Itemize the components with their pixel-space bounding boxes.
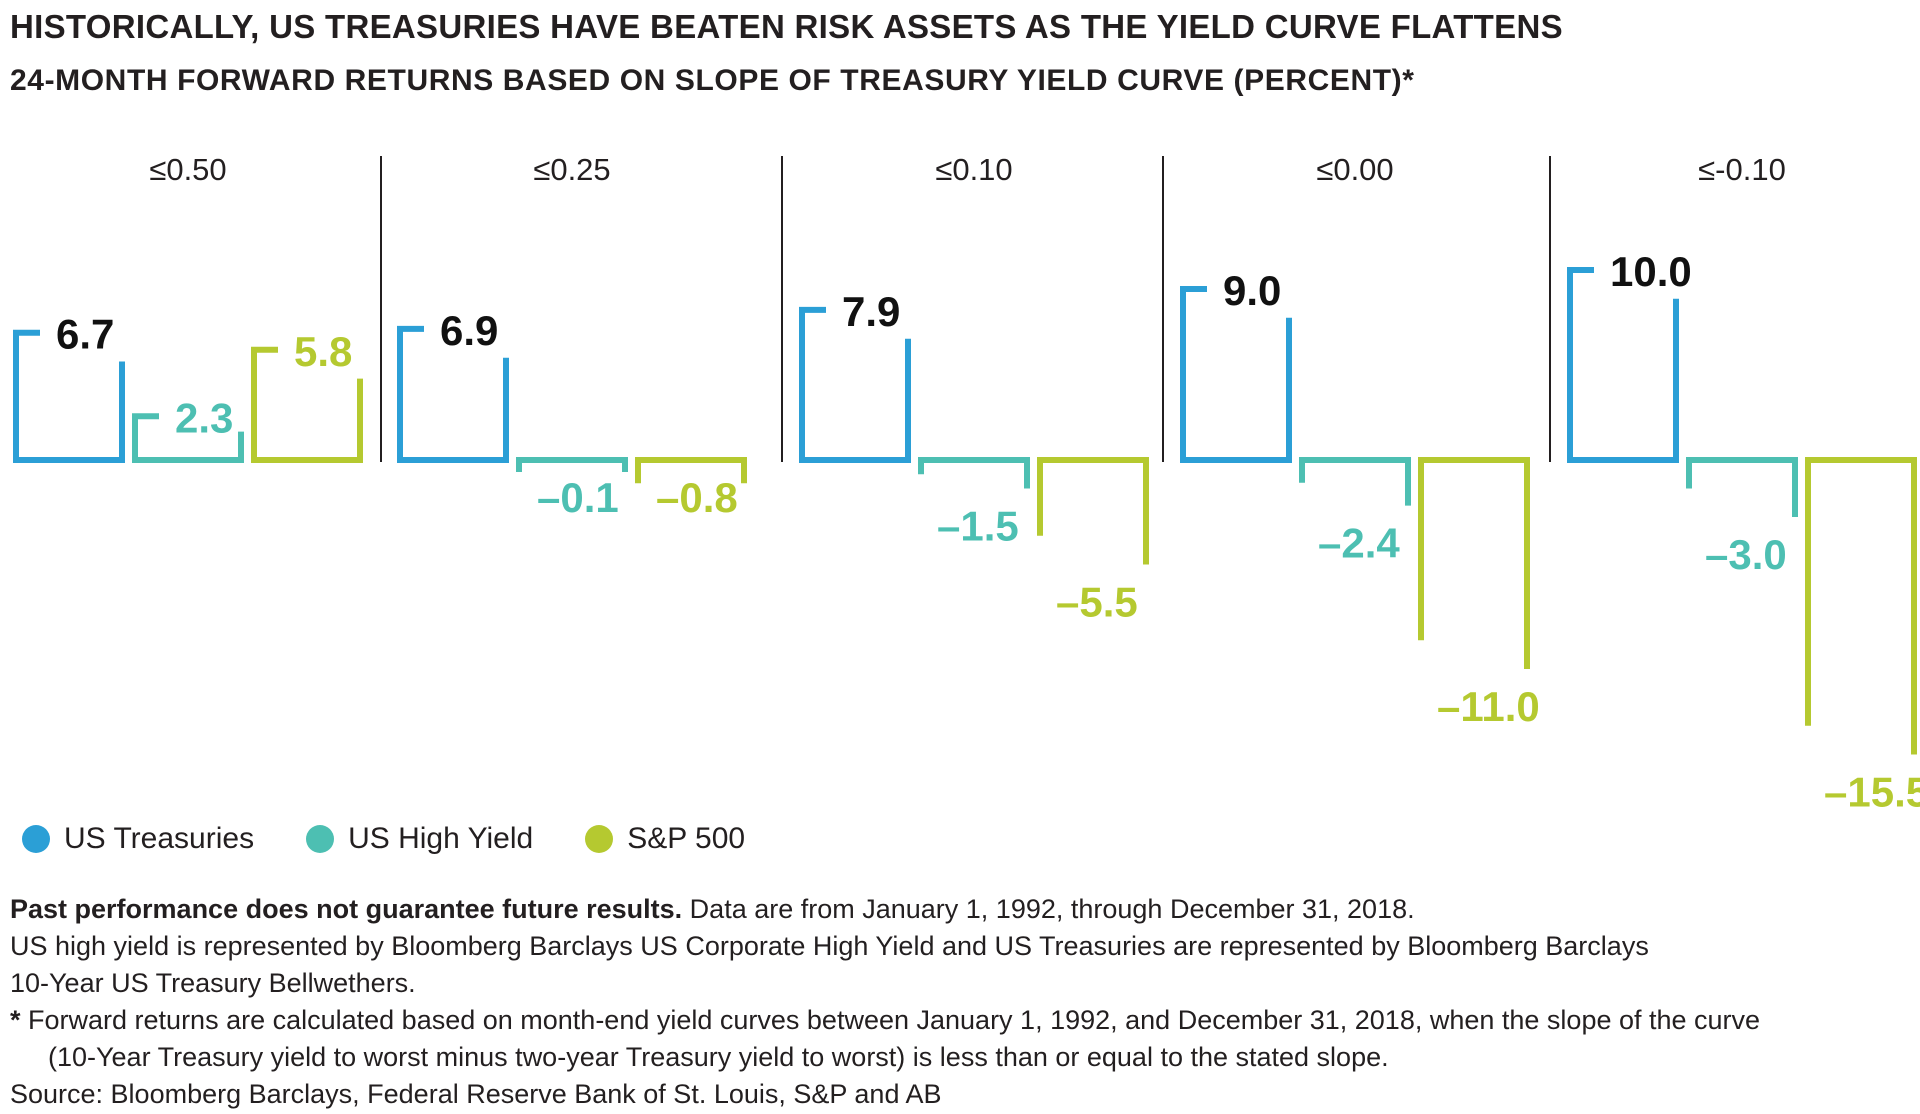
bar-us-treasuries <box>13 329 125 463</box>
data-label: 9.0 <box>1223 267 1281 314</box>
bar-us-treasuries <box>799 306 911 463</box>
bar-us-treasuries <box>1180 286 1292 463</box>
source-line: Source: Bloomberg Barclays, Federal Rese… <box>10 1079 942 1109</box>
disclaimer-rest: Data are from January 1, 1992, through D… <box>682 894 1415 924</box>
legend-item-sp500: S&P 500 <box>585 822 745 856</box>
legend-swatch-us-high-yield <box>306 825 335 853</box>
data-label: 6.7 <box>56 311 114 358</box>
data-label: –2.4 <box>1318 520 1400 567</box>
benchmark-note-line-2: 10-Year US Treasury Bellwethers. <box>10 968 416 998</box>
data-label: 6.9 <box>440 307 498 354</box>
bar-s-p-500 <box>1805 457 1917 755</box>
category-label: ≤0.25 <box>533 152 610 187</box>
category-label: ≤0.50 <box>149 152 226 187</box>
disclaimer-line: Past performance does not guarantee futu… <box>10 891 1910 928</box>
data-label: –15.5 <box>1824 769 1920 816</box>
bar-us-high-yield <box>1686 457 1798 517</box>
data-label: 5.8 <box>294 328 352 375</box>
bar-us-high-yield <box>918 457 1030 489</box>
legend-label-sp500: S&P 500 <box>627 822 746 855</box>
data-label: –11.0 <box>1437 683 1540 730</box>
bar-chart: ≤0.50 6.7 2.3 5.8 ≤0.25 6.9 –0.1 –0.8 ≤0.10 7.9 –1… <box>13 152 1920 816</box>
data-label: 10.0 <box>1610 248 1692 295</box>
category-label: ≤0.00 <box>1316 152 1393 187</box>
bar-s-p-500 <box>1037 457 1149 565</box>
data-label: 7.9 <box>842 288 900 335</box>
data-label: 2.3 <box>175 394 233 441</box>
bar-us-high-yield <box>1299 457 1411 506</box>
chart-subtitle: 24-MONTH FORWARD RETURNS BASED ON SLOPE … <box>10 64 1415 97</box>
bar-s-p-500 <box>1418 457 1530 669</box>
bar-us-treasuries <box>1567 267 1679 463</box>
legend-swatch-us-treasuries <box>22 825 50 853</box>
footnote-line-1: * Forward returns are calculated based o… <box>10 1002 1910 1039</box>
legend-item-us-high-yield: US High Yield <box>306 822 533 856</box>
data-label: –0.8 <box>656 474 738 521</box>
bar-us-high-yield <box>516 457 628 472</box>
bar-s-p-500 <box>251 346 363 463</box>
bar-us-high-yield <box>132 413 244 463</box>
chart-title: HISTORICALLY, US TREASURIES HAVE BEATEN … <box>10 8 1563 45</box>
bar-s-p-500 <box>635 457 747 484</box>
legend: US Treasuries US High Yield S&P 500 <box>22 822 797 856</box>
legend-label-us-treasuries: US Treasuries <box>64 822 255 855</box>
data-label: –1.5 <box>937 503 1019 550</box>
footnotes: Past performance does not guarantee futu… <box>10 891 1910 1113</box>
bar-us-treasuries <box>397 325 509 463</box>
disclaimer-bold: Past performance does not guarantee futu… <box>10 894 683 924</box>
footnote-line-2: (10-Year Treasury yield to worst minus t… <box>48 1042 1389 1072</box>
category-label: ≤-0.10 <box>1698 152 1786 187</box>
category-label: ≤0.10 <box>935 152 1012 187</box>
legend-label-us-high-yield: US High Yield <box>348 822 534 855</box>
footnote-text-1: Forward returns are calculated based on … <box>20 1005 1761 1035</box>
legend-item-us-treasuries: US Treasuries <box>22 822 254 856</box>
benchmark-note-line-1: US high yield is represented by Bloomber… <box>10 931 1649 961</box>
data-label: –0.1 <box>537 474 619 521</box>
footnote-star: * <box>10 1005 21 1035</box>
data-label: –5.5 <box>1056 579 1138 626</box>
legend-swatch-sp500 <box>585 825 614 853</box>
data-label: –3.0 <box>1705 531 1787 578</box>
